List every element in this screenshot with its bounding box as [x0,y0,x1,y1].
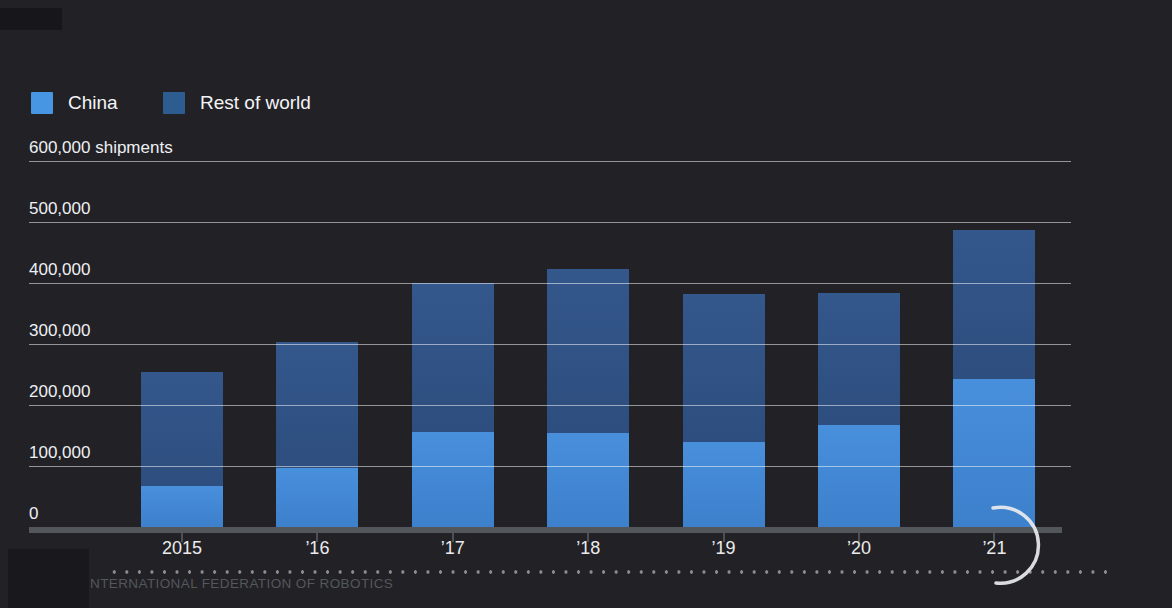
chart-frame: China Rest of world 0100,000200,000300,0… [0,0,1172,608]
x-axis-baseline [29,527,1062,533]
bar-china-2015 [141,486,223,527]
bar-china-’16 [276,468,358,527]
source-credit: NTERNATIONAL FEDERATION OF ROBOTICS [90,576,393,591]
y-axis-label: 100,000 [29,443,90,463]
gridline-200000 [29,405,1071,406]
bar-china-’17 [412,432,494,527]
x-axis-label: ’16 [272,538,362,559]
bar-rest-of-world-2015 [141,372,223,485]
y-axis-label: 0 [29,504,38,524]
y-axis-label: 600,000 shipments [29,138,173,158]
gridline-300000 [29,344,1071,345]
y-axis-label: 200,000 [29,382,90,402]
bar-rest-of-world-’18 [547,269,629,433]
x-axis-label: ’18 [543,538,633,559]
y-axis-label: 300,000 [29,321,90,341]
bar-china-’19 [683,442,765,527]
bar-rest-of-world-’17 [412,283,494,432]
gridline-500000 [29,222,1071,223]
x-axis-label: 2015 [137,538,227,559]
gridline-100000 [29,466,1071,467]
drawn-circle-annotation [930,490,1070,600]
bar-china-’20 [818,425,900,527]
gridline-400000 [29,283,1071,284]
bottom-left-mask [8,549,89,608]
x-axis-label: ’19 [679,538,769,559]
bar-rest-of-world-’19 [683,294,765,442]
y-axis-label: 400,000 [29,260,90,280]
bar-rest-of-world-’21 [953,230,1035,379]
x-axis-label: ’20 [814,538,904,559]
bar-china-’18 [547,433,629,527]
y-axis-label: 500,000 [29,199,90,219]
x-axis-label: ’17 [408,538,498,559]
gridline-600000 [29,161,1071,162]
